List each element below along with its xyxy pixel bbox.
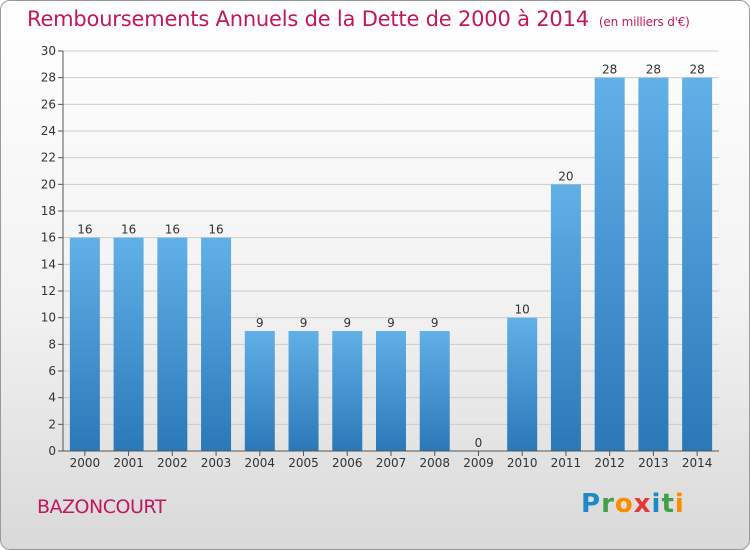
bar: [288, 331, 319, 451]
x-tick-label: 2001: [113, 456, 144, 470]
logo-letter: t: [661, 489, 675, 519]
y-tick-label: 20: [41, 177, 56, 191]
logo-letter: P: [581, 489, 602, 519]
bar-value-label: 9: [431, 316, 439, 330]
bar: [157, 237, 188, 451]
logo-letter: o: [614, 489, 634, 519]
bar-value-label: 16: [165, 223, 180, 237]
bar-value-label: 9: [343, 316, 351, 330]
x-tick-label: 2008: [419, 456, 450, 470]
proxiti-logo: Proxiti: [581, 489, 685, 519]
bar: [419, 331, 450, 451]
x-tick-label: 2005: [288, 456, 319, 470]
logo-letter: i: [651, 489, 662, 519]
chart-title-text: Remboursements Annuels de la Dette de 20…: [27, 7, 589, 31]
x-tick-label: 2002: [157, 456, 188, 470]
y-tick-label: 4: [48, 391, 56, 405]
x-tick-label: 2013: [638, 456, 669, 470]
bar-value-label: 16: [77, 223, 92, 237]
y-tick-label: 8: [48, 337, 56, 351]
bar: [69, 237, 100, 451]
bar: [682, 77, 713, 452]
x-tick-label: 2010: [507, 456, 538, 470]
y-tick-label: 6: [48, 364, 56, 378]
bar-value-label: 28: [689, 63, 704, 77]
bar-value-label: 9: [300, 316, 308, 330]
bar: [638, 77, 669, 452]
bar: [332, 331, 363, 451]
bar-value-label: 28: [646, 63, 661, 77]
y-tick-label: 12: [41, 284, 56, 298]
y-tick-label: 2: [48, 417, 56, 431]
x-tick-label: 2004: [245, 456, 276, 470]
x-tick-label: 2000: [70, 456, 101, 470]
y-tick-label: 30: [41, 44, 56, 58]
y-tick-label: 24: [41, 124, 56, 138]
bar: [550, 184, 581, 452]
x-tick-label: 2007: [376, 456, 407, 470]
x-tick-label: 2011: [551, 456, 582, 470]
bar-value-label: 20: [558, 169, 573, 183]
y-tick-label: 18: [41, 204, 56, 218]
bar: [201, 237, 232, 451]
logo-letter: i: [674, 489, 685, 519]
y-tick-label: 22: [41, 151, 56, 165]
x-tick-label: 2003: [201, 456, 232, 470]
y-tick-label: 16: [41, 231, 56, 245]
logo-letter: r: [601, 489, 615, 519]
x-tick-label: 2009: [463, 456, 494, 470]
bar-value-label: 9: [387, 316, 395, 330]
bar: [507, 317, 538, 451]
y-tick-label: 28: [41, 71, 56, 85]
bar-value-label: 16: [121, 223, 136, 237]
bar: [244, 331, 275, 451]
bar-value-label: 9: [256, 316, 264, 330]
bar-value-label: 10: [515, 303, 530, 317]
bar: [376, 331, 406, 451]
y-tick-label: 10: [41, 311, 56, 325]
logo-letter: x: [633, 489, 652, 519]
x-tick-label: 2006: [332, 456, 363, 470]
bar-value-label: 0: [475, 436, 483, 450]
bar: [594, 77, 625, 452]
chart-unit: (en milliers d'€): [598, 15, 690, 29]
x-tick-label: 2014: [682, 456, 713, 470]
y-tick-label: 0: [48, 444, 56, 458]
bar-value-label: 28: [602, 63, 617, 77]
y-tick-label: 14: [41, 257, 56, 271]
chart-title: Remboursements Annuels de la Dette de 20…: [27, 7, 690, 31]
bar-value-label: 16: [208, 223, 223, 237]
bar-layer: 16 16 16 16 9 9 9 9 9 0 10 20 28 28 28: [69, 63, 713, 452]
bar: [113, 237, 144, 451]
x-tick-label: 2012: [594, 456, 625, 470]
y-tick-label: 26: [41, 97, 56, 111]
commune-name: BAZONCOURT: [37, 496, 166, 518]
